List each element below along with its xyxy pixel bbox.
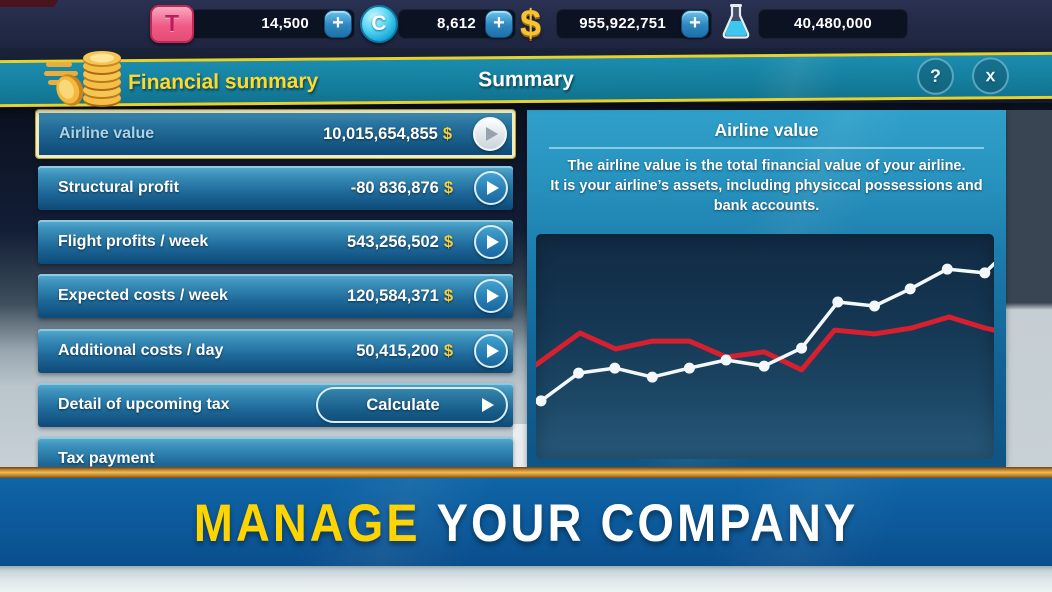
chart-svg: [536, 262, 994, 407]
row-value: 543,256,502: [347, 232, 439, 251]
row-flight-profits[interactable]: Flight profits / week 543,256,502 $: [38, 220, 513, 264]
row-detail-button[interactable]: [474, 225, 508, 259]
row-upcoming-tax[interactable]: Detail of upcoming tax Calculate: [38, 383, 513, 427]
detail-title: Airline value: [714, 120, 819, 140]
travelcard-icon: T: [150, 5, 194, 43]
panel-gap-highlight: [513, 424, 527, 467]
dollars-value: 955,922,751: [579, 15, 666, 32]
play-icon: [487, 235, 499, 249]
counter-pill: 955,922,751 +: [556, 9, 712, 39]
coins-icon: [44, 48, 132, 113]
banner-text: MANAGE YOUR COMPANY: [194, 491, 858, 553]
dollar-icon: $: [520, 3, 542, 45]
add-coins-button[interactable]: +: [485, 10, 513, 38]
play-icon: [486, 127, 498, 141]
backdrop-red-sliver: [0, 0, 58, 7]
currency-symbol: $: [442, 124, 452, 143]
row-detail-button[interactable]: [474, 279, 508, 313]
bottom-margin: [0, 566, 1052, 592]
counter-dollars: 955,922,751 + $: [520, 0, 715, 48]
currency-symbol: $: [443, 178, 453, 197]
counter-travelcards: 14,500 + T: [150, 0, 360, 48]
row-detail-button[interactable]: [474, 171, 508, 205]
row-structural-profit[interactable]: Structural profit -80 836,876 $: [38, 166, 513, 210]
coins-value: 8,612: [436, 15, 476, 32]
banner-streak: [0, 478, 1052, 566]
row-label: Airline value: [59, 125, 155, 142]
tab-title: Summary: [478, 67, 574, 92]
header-band: Financial summary Summary ? x: [0, 51, 1052, 108]
row-additional-costs[interactable]: Additional costs / day 50,415,200 $: [38, 329, 513, 373]
flask-icon: [722, 3, 750, 46]
marketing-banner: MANAGE YOUR COMPANY: [0, 478, 1052, 566]
row-value: 120,584,371: [347, 286, 439, 305]
detail-divider: [549, 147, 984, 149]
counter-pill: 8,612 +: [398, 9, 516, 39]
calculate-button[interactable]: Calculate: [316, 387, 508, 423]
detail-panel: Airline value The airline value is the t…: [527, 110, 1006, 467]
detail-line: It is your airline’s assets, including p…: [550, 178, 983, 194]
resource-topbar: 14,500 + T 8,612 + C 955,922,751 + $ 40,…: [0, 0, 1052, 48]
row-detail-button[interactable]: [474, 334, 508, 368]
row-label: Additional costs / day: [58, 342, 224, 359]
counter-research: 40,480,000: [722, 0, 912, 48]
coin-c-icon: C: [360, 5, 398, 43]
play-icon: [487, 181, 499, 195]
backdrop-right-strip: [1006, 110, 1052, 467]
row-label: Structural profit: [58, 179, 179, 196]
currency-symbol: $: [443, 286, 453, 305]
play-icon: [487, 344, 499, 358]
travelcards-value: 14,500: [261, 15, 309, 32]
close-button[interactable]: x: [971, 57, 1010, 95]
row-value: -80 836,876: [350, 178, 439, 197]
help-button[interactable]: ?: [916, 57, 955, 95]
row-value: 50,415,200: [356, 341, 439, 360]
research-value: 40,480,000: [793, 15, 873, 32]
currency-symbol: $: [443, 232, 453, 251]
detail-line: bank accounts.: [713, 198, 820, 214]
add-travelcards-button[interactable]: +: [324, 10, 352, 38]
row-label: Detail of upcoming tax: [58, 396, 230, 413]
gold-stripe: [0, 467, 1052, 478]
row-airline-value[interactable]: Airline value 10,015,654,855 $: [36, 110, 515, 158]
counter-pill: 40,480,000: [758, 9, 908, 39]
play-icon: [482, 398, 494, 412]
banner-highlight: MANAGE: [193, 492, 421, 552]
calculate-label: Calculate: [366, 395, 440, 414]
row-label: Tax payment: [58, 450, 155, 467]
airline-value-chart: [536, 234, 994, 459]
play-icon: [487, 289, 499, 303]
currency-symbol: $: [443, 341, 453, 360]
counter-coins: 8,612 + C: [360, 0, 520, 48]
row-value: 10,015,654,855: [323, 124, 438, 143]
detail-line: The airline value is the total financial…: [567, 158, 966, 174]
row-label: Flight profits / week: [58, 233, 209, 250]
row-expected-costs[interactable]: Expected costs / week 120,584,371 $: [38, 274, 513, 318]
row-detail-button[interactable]: [473, 117, 507, 151]
add-dollars-button[interactable]: +: [681, 10, 709, 38]
row-label: Expected costs / week: [58, 287, 228, 304]
counter-pill: 14,500 +: [190, 9, 355, 39]
banner-rest: YOUR COMPANY: [436, 492, 859, 552]
